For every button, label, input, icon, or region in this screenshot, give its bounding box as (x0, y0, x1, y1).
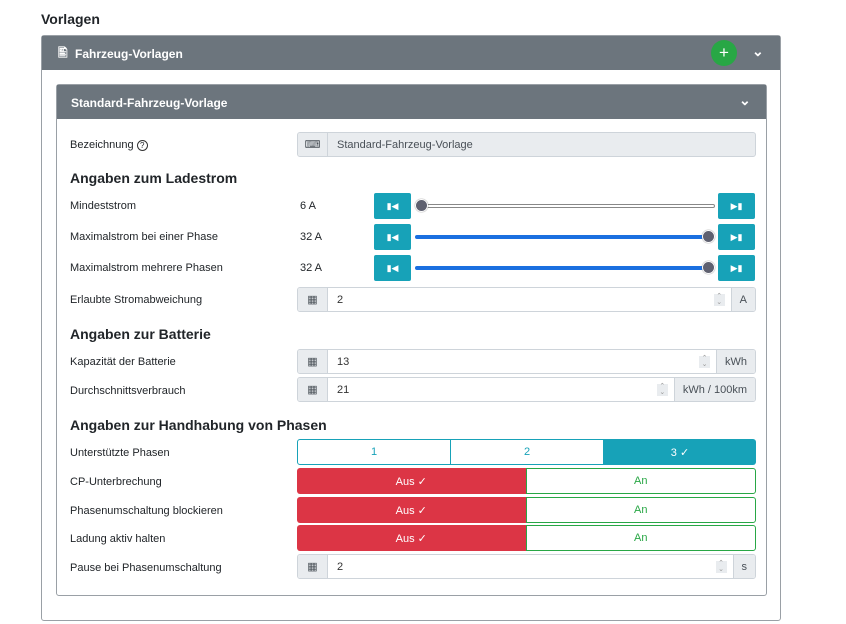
template-header[interactable]: Standard-Fahrzeug-Vorlage ⌄ (57, 85, 766, 119)
slider-value: 32 A (300, 231, 323, 243)
slider-min-button[interactable]: ▮◀ (374, 193, 411, 219)
consumption-field[interactable]: ▦ 21 ⌃ ⌄ kWh / 100km (297, 377, 756, 402)
slider-handle[interactable] (702, 230, 715, 243)
slider-handle[interactable] (702, 261, 715, 274)
page-title: Vorlagen (41, 11, 100, 27)
vehicle-templates-card: 🖺 Fahrzeug-Vorlagen + ⌄ Standard-Fahrzeu… (41, 35, 781, 621)
add-template-button[interactable]: + (711, 40, 737, 66)
deviation-label: Erlaubte Stromabweichung (70, 294, 203, 306)
unit: A (730, 288, 755, 311)
phases-selector: 1 2 3 ✓ (297, 439, 756, 465)
toggle-label: Phasenumschaltung blockieren (70, 505, 223, 517)
heading-phases: Angaben zur Handhabung von Phasen (70, 417, 327, 433)
calculator-icon: ▦ (298, 350, 328, 373)
pause-field[interactable]: ▦ 2 ⌃ ⌄ s (297, 554, 756, 579)
slider-label: Mindeststrom (70, 200, 137, 212)
slider-track[interactable] (415, 266, 715, 270)
phase-1-button[interactable]: 1 (297, 439, 451, 465)
calculator-icon: ▦ (298, 555, 328, 578)
slider-min-button[interactable]: ▮◀ (374, 255, 411, 281)
spinner[interactable]: ⌃ ⌄ (715, 560, 727, 573)
slider-max-button[interactable]: ▶▮ (718, 224, 755, 250)
deviation-input[interactable]: 2 ⌃ ⌄ (328, 288, 731, 311)
slider-label: Maximalstrom bei einer Phase (70, 231, 218, 243)
toggle-group: Aus ✓ An (297, 525, 756, 551)
slider-handle[interactable] (415, 199, 428, 212)
calculator-icon: ▦ (298, 288, 328, 311)
off-button[interactable]: Aus ✓ (297, 468, 526, 494)
capacity-field[interactable]: ▦ 13 ⌃ ⌄ kWh (297, 349, 756, 374)
capacity-label: Kapazität der Batterie (70, 356, 176, 368)
phase-2-button[interactable]: 2 (451, 439, 604, 465)
pause-label: Pause bei Phasenumschaltung (70, 562, 222, 574)
template-card: Standard-Fahrzeug-Vorlage ⌄ Bezeichnung … (56, 84, 767, 596)
vehicle-templates-header[interactable]: 🖺 Fahrzeug-Vorlagen + ⌄ (42, 36, 780, 70)
chevron-down-icon[interactable]: ⌄ (752, 43, 764, 59)
name-label: Bezeichnung ? (70, 139, 148, 151)
phase-3-button[interactable]: 3 ✓ (604, 439, 756, 465)
slider-value: 6 A (300, 200, 316, 212)
off-button[interactable]: Aus ✓ (297, 497, 526, 523)
slider-max-button[interactable]: ▶▮ (718, 255, 755, 281)
template-title: Standard-Fahrzeug-Vorlage (71, 96, 228, 110)
calculator-icon: ▦ (298, 378, 328, 401)
slider-min-button[interactable]: ▮◀ (374, 224, 411, 250)
slider-track[interactable] (415, 204, 715, 208)
heading-current: Angaben zum Ladestrom (70, 170, 238, 186)
on-button[interactable]: An (525, 525, 756, 551)
off-button[interactable]: Aus ✓ (297, 525, 526, 551)
chevron-down-icon[interactable]: ⌄ (739, 92, 751, 108)
slider-max-button[interactable]: ▶▮ (718, 193, 755, 219)
phases-label: Unterstützte Phasen (70, 447, 170, 459)
slider-track[interactable] (415, 235, 715, 239)
unit: kWh / 100km (673, 378, 755, 401)
spinner[interactable]: ⌃ ⌄ (656, 383, 668, 396)
deviation-field[interactable]: ▦ 2 ⌃ ⌄ A (297, 287, 756, 312)
file-icon: 🖺 (58, 46, 68, 60)
toggle-group: Aus ✓ An (297, 468, 756, 494)
toggle-group: Aus ✓ An (297, 497, 756, 523)
section-title: Fahrzeug-Vorlagen (75, 47, 183, 61)
spinner[interactable]: ⌃ ⌄ (713, 293, 725, 306)
unit: s (732, 555, 755, 578)
on-button[interactable]: An (525, 468, 756, 494)
name-input[interactable]: Standard-Fahrzeug-Vorlage (337, 138, 473, 151)
consumption-label: Durchschnittsverbrauch (70, 385, 186, 397)
heading-battery: Angaben zur Batterie (70, 326, 211, 342)
keyboard-icon: ⌨ (298, 133, 328, 156)
pause-input[interactable]: 2 ⌃ ⌄ (328, 555, 733, 578)
unit: kWh (716, 350, 755, 373)
name-field[interactable]: ⌨ Standard-Fahrzeug-Vorlage (297, 132, 756, 157)
on-button[interactable]: An (525, 497, 756, 523)
toggle-label: CP-Unterbrechung (70, 476, 162, 488)
consumption-input[interactable]: 21 ⌃ ⌄ (328, 378, 674, 401)
capacity-input[interactable]: 13 ⌃ ⌄ (328, 350, 716, 373)
slider-label: Maximalstrom mehrere Phasen (70, 262, 223, 274)
slider-value: 32 A (300, 262, 323, 274)
help-icon[interactable]: ? (136, 140, 148, 151)
toggle-label: Ladung aktiv halten (70, 533, 166, 545)
spinner[interactable]: ⌃ ⌄ (699, 355, 710, 368)
